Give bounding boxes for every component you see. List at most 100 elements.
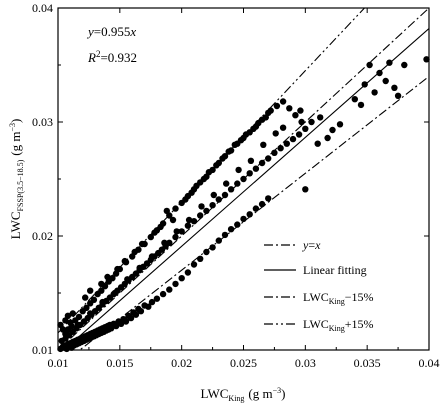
data-point xyxy=(127,314,135,322)
data-point xyxy=(286,105,293,112)
data-point xyxy=(87,287,94,294)
data-point xyxy=(198,203,205,210)
data-point xyxy=(75,313,83,321)
data-point xyxy=(193,182,200,189)
data-point xyxy=(104,273,111,281)
data-point xyxy=(246,211,253,218)
data-point xyxy=(302,125,309,132)
data-point xyxy=(122,318,130,325)
data-point xyxy=(172,233,179,241)
data-point xyxy=(250,125,257,132)
data-point xyxy=(74,321,82,329)
data-point xyxy=(271,149,278,156)
x-axis: 0.01 0.015 0.02 0.025 0.03 0.035 0.04 xyxy=(48,8,440,370)
data-point xyxy=(240,175,247,183)
data-point xyxy=(376,69,383,77)
data-point xyxy=(62,330,69,338)
data-point xyxy=(391,84,398,92)
x-tick-label: 0.025 xyxy=(230,356,257,370)
data-point xyxy=(361,81,368,88)
data-point xyxy=(258,200,266,208)
data-point xyxy=(366,61,373,69)
data-point xyxy=(124,276,131,283)
data-point xyxy=(111,289,119,297)
data-point xyxy=(298,118,305,126)
data-point xyxy=(151,229,158,236)
data-point xyxy=(99,298,106,306)
data-point xyxy=(357,101,365,109)
data-point xyxy=(240,215,247,223)
data-point xyxy=(283,140,290,147)
data-point xyxy=(314,140,321,147)
data-point xyxy=(90,296,98,303)
data-point xyxy=(161,239,168,246)
data-point xyxy=(234,180,241,187)
data-point xyxy=(215,196,222,203)
data-point xyxy=(225,148,232,155)
data-point xyxy=(279,98,287,105)
data-point xyxy=(262,114,269,121)
data-point xyxy=(82,294,89,301)
data-point xyxy=(223,180,230,187)
data-point xyxy=(69,310,77,317)
data-point xyxy=(197,212,204,219)
data-point xyxy=(87,310,94,317)
data-point xyxy=(131,248,138,256)
data-point xyxy=(265,195,272,202)
data-point xyxy=(200,175,208,183)
data-point xyxy=(279,124,287,131)
data-point xyxy=(234,221,241,228)
data-point xyxy=(114,265,121,273)
data-point xyxy=(138,240,146,248)
data-point xyxy=(277,145,284,152)
data-point xyxy=(64,312,72,319)
data-point xyxy=(169,216,177,224)
data-point xyxy=(215,237,222,244)
data-point xyxy=(371,89,378,96)
data-point xyxy=(265,155,272,162)
data-point xyxy=(394,92,402,100)
line-2 xyxy=(62,28,429,350)
data-point xyxy=(386,59,393,66)
data-point xyxy=(289,135,297,143)
data-point xyxy=(260,141,267,148)
data-point xyxy=(182,196,189,203)
data-point xyxy=(148,253,156,260)
data-point xyxy=(302,186,309,193)
data-point xyxy=(173,228,180,235)
data-point xyxy=(292,112,299,119)
x-tick-label: 0.035 xyxy=(354,356,381,370)
data-point xyxy=(272,130,279,137)
data-point xyxy=(258,159,266,167)
data-point xyxy=(267,107,274,114)
data-point xyxy=(221,231,229,239)
legend-label-plus15: LWCKing+15% xyxy=(303,317,374,333)
data-point xyxy=(324,134,331,142)
data-point xyxy=(255,119,262,127)
data-point xyxy=(247,157,255,164)
data-point xyxy=(205,169,213,176)
x-tick-label: 0.015 xyxy=(106,356,133,370)
data-point xyxy=(184,269,192,276)
data-point xyxy=(242,131,250,138)
data-point xyxy=(172,280,179,288)
data-point xyxy=(166,286,173,293)
data-point xyxy=(308,118,315,126)
data-point xyxy=(190,261,198,268)
data-point xyxy=(153,295,161,302)
data-point xyxy=(221,191,229,199)
data-point xyxy=(147,233,154,241)
data-point xyxy=(98,287,105,294)
legend-label-minus15: LWCKing−15% xyxy=(303,290,374,306)
data-point xyxy=(83,304,90,311)
y-tick-label: 0.02 xyxy=(32,229,53,243)
data-point xyxy=(166,239,173,246)
data-point xyxy=(219,155,226,162)
data-point xyxy=(273,102,281,110)
data-point xyxy=(246,170,253,177)
data-point xyxy=(317,114,324,121)
data-point xyxy=(197,255,204,262)
data-point xyxy=(423,56,430,63)
data-point xyxy=(297,107,304,114)
data-point xyxy=(178,275,185,282)
